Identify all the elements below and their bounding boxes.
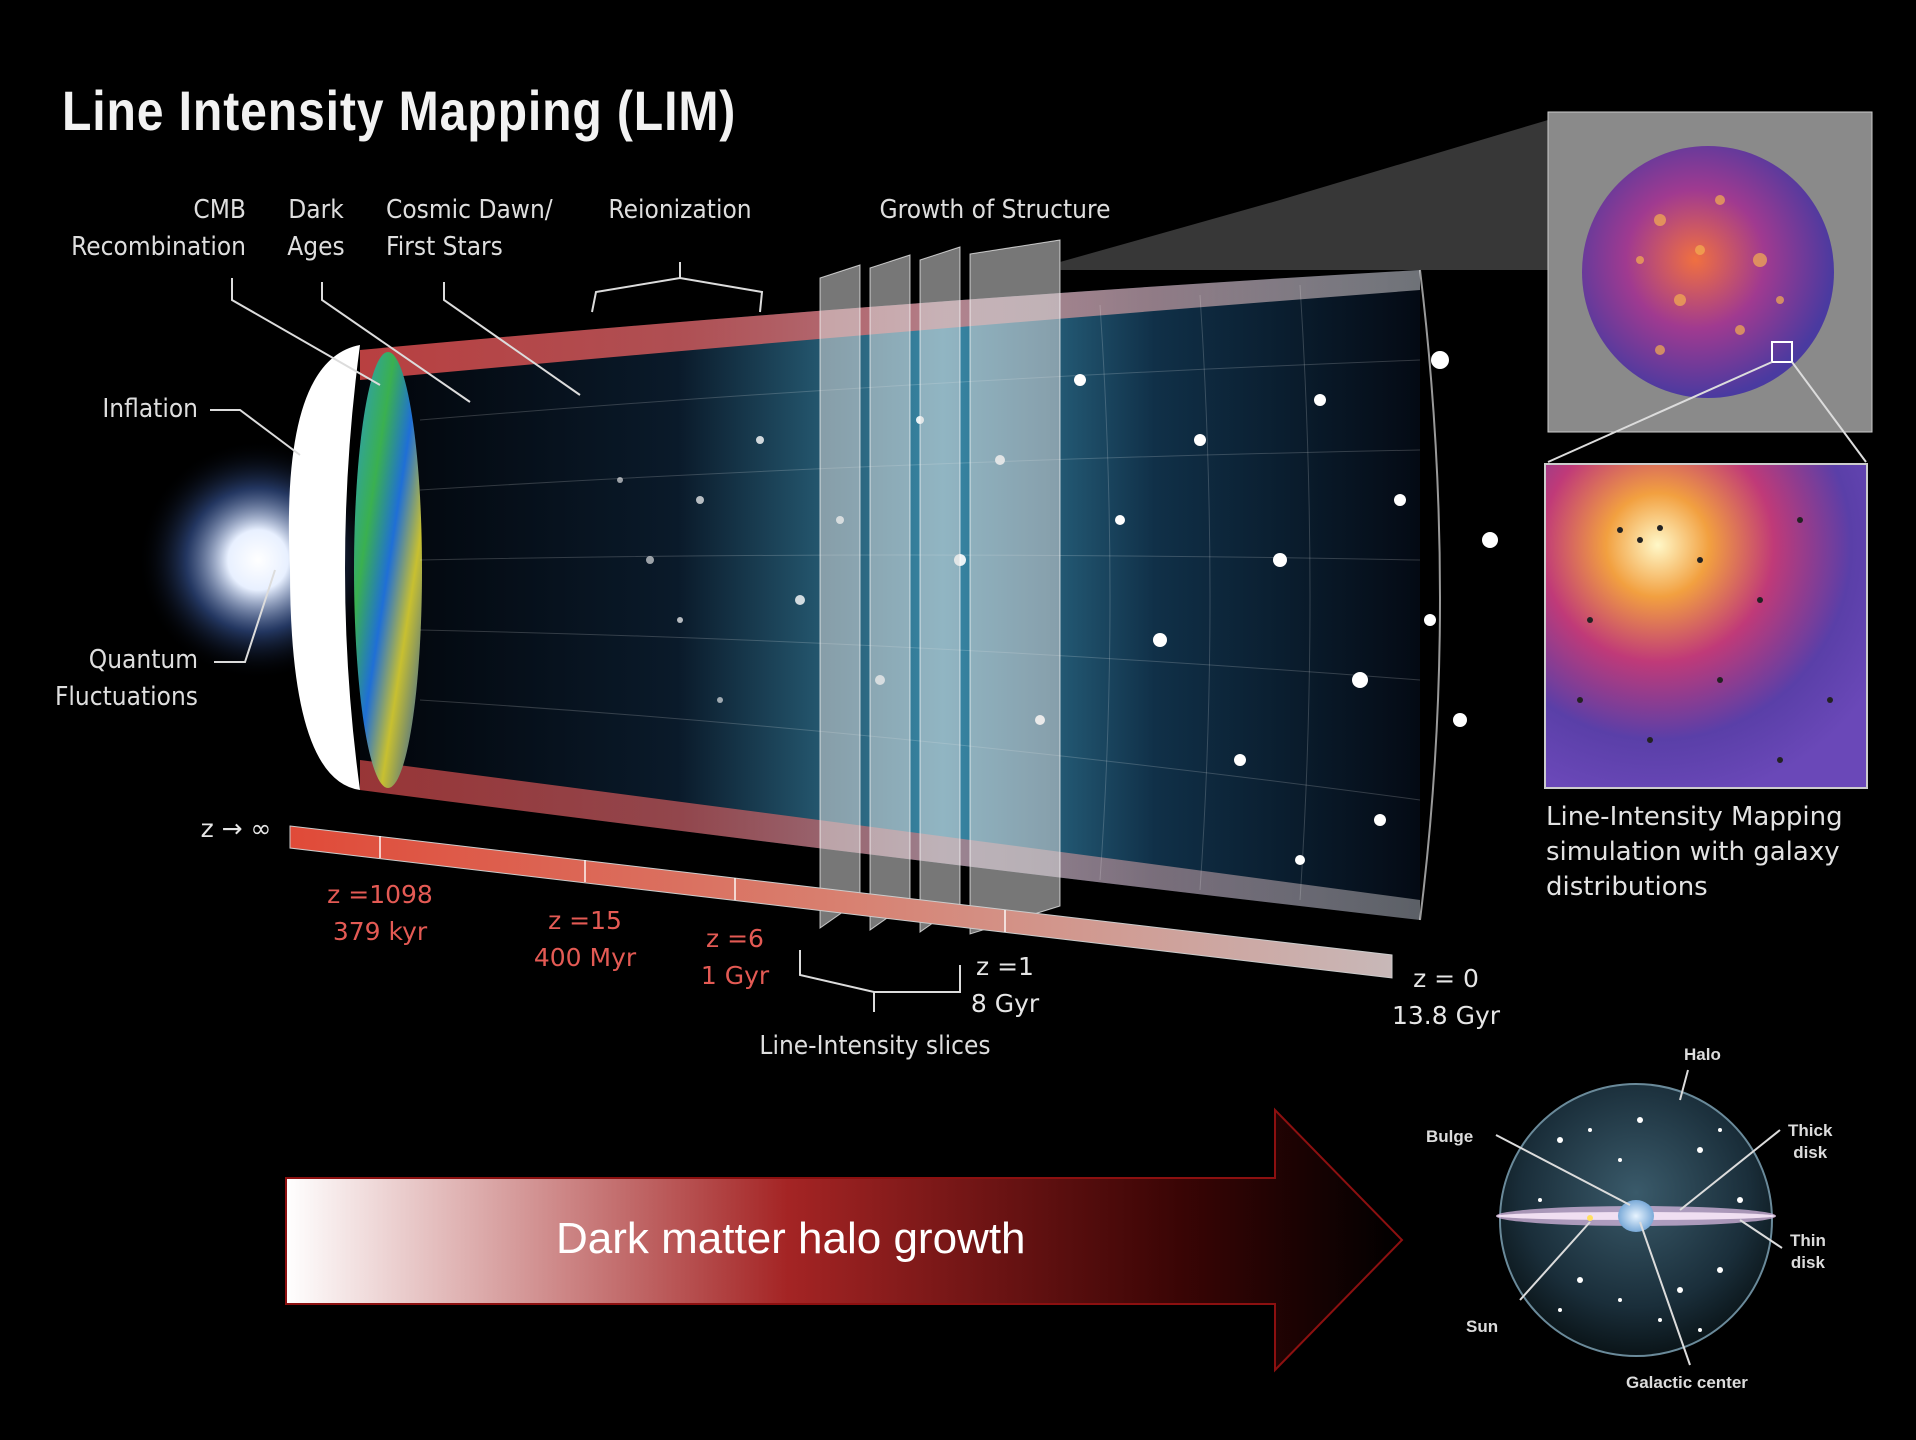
zoom-panel [1544, 463, 1868, 789]
timeline-ticks [379, 836, 1006, 932]
label-thick-disk: Thick disk [1788, 1121, 1833, 1162]
tube-front-cap [288, 345, 360, 790]
label-bulge: Bulge [1426, 1127, 1474, 1146]
reionization-bracket [591, 262, 764, 313]
label-cmb: CMB Recombination [71, 195, 246, 262]
halo-stars [1538, 1117, 1743, 1332]
zoom-galaxy-dots [1577, 517, 1833, 763]
label-inflation: Inflation [102, 394, 198, 424]
label-line-intensity-slices: Line-Intensity slices [759, 1031, 991, 1061]
timeline-bar [289, 825, 1393, 979]
label-reionization: Reionization [608, 195, 752, 225]
label-sun: Sun [1466, 1317, 1499, 1336]
timeline-point-z15: z =15 400 Myr [533, 906, 637, 972]
label-quantum-fluctuations: Quantum Fluctuations [54, 645, 199, 712]
galactic-bulge [1618, 1200, 1654, 1232]
timeline-point-z6: z =6 1 Gyr [700, 924, 770, 990]
leader-lines [210, 120, 1548, 663]
slices-bracket [799, 950, 961, 1012]
timeline-point-recombination: z =1098 379 kyr [327, 880, 433, 946]
line-intensity-slices [819, 239, 1061, 935]
label-halo: Halo [1684, 1045, 1721, 1064]
arrow-label: Dark matter halo growth [556, 1214, 1026, 1263]
timeline-point-z0: z = 0 13.8 Gyr [1391, 964, 1501, 1030]
label-cosmic-dawn: Cosmic Dawn/First Stars [386, 195, 553, 262]
page-title: Line Intensity Mapping (LIM) [62, 79, 737, 142]
cmb-disc [354, 352, 422, 788]
simulation-caption: Line-Intensity Mapping simulation with g… [1546, 802, 1843, 902]
sun-marker [1587, 1215, 1593, 1221]
tube-end-ring [1419, 269, 1441, 921]
zoom-marker [1771, 341, 1793, 363]
label-dark-ages: Dark Ages [287, 195, 345, 262]
galaxy-leader-lines [1495, 1069, 1783, 1366]
label-thin-disk: Thin disk [1790, 1231, 1826, 1272]
label-growth-of-structure: Growth of Structure [879, 195, 1111, 225]
label-z-infinity: z → ∞ [200, 814, 272, 843]
halo-growth-arrow [285, 1107, 1404, 1373]
simulation-noise [1636, 195, 1784, 355]
simulation-disc [1582, 146, 1834, 398]
zoom-lines [1547, 361, 1867, 463]
timeline-point-z1: z =1 8 Gyr [970, 952, 1040, 1018]
label-galactic-center: Galactic center [1626, 1373, 1748, 1392]
